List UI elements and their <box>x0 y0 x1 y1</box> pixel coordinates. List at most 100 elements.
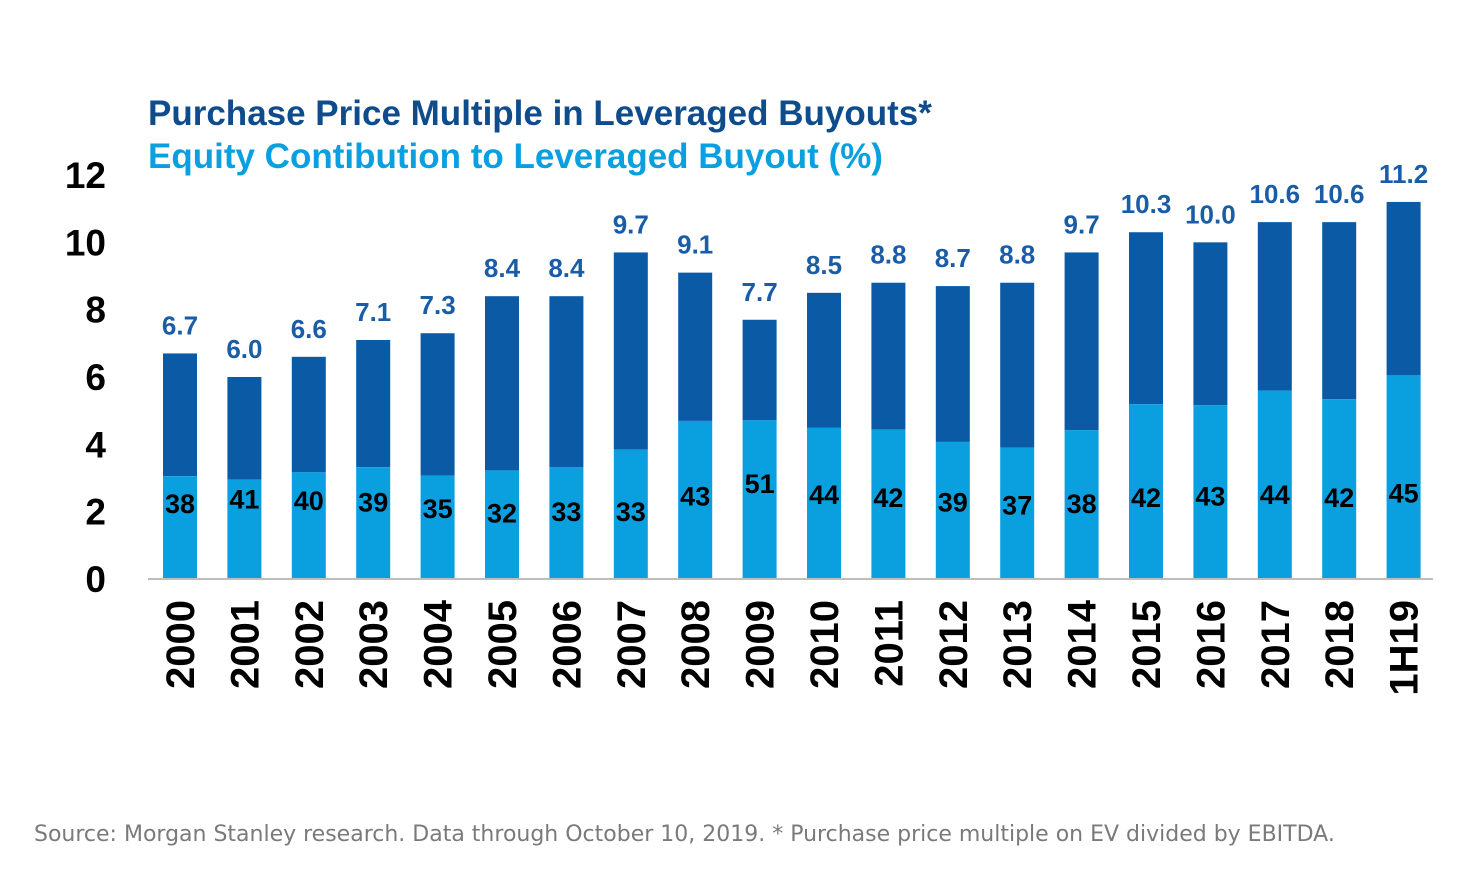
bar-multiple-1H19 <box>1386 201 1421 376</box>
x-tick-label: 2003 <box>352 600 396 689</box>
x-tick-label: 2001 <box>223 600 267 689</box>
multiple-value-label: 10.0 <box>1185 199 1236 229</box>
bar-equity-2011 <box>871 429 906 579</box>
y-tick-label: 8 <box>85 290 106 331</box>
bar-equity-2016 <box>1193 405 1228 579</box>
bar-multiple-2004 <box>420 333 455 476</box>
bar-multiple-2011 <box>871 282 906 430</box>
bar-multiple-2014 <box>1064 252 1099 431</box>
bar-multiple-2010 <box>807 292 841 428</box>
multiple-value-label: 6.0 <box>226 334 262 364</box>
equity-value-label: 44 <box>1260 480 1290 510</box>
equity-value-label: 38 <box>165 489 195 519</box>
x-tick-label: 2012 <box>932 600 976 689</box>
x-tick-label: 2005 <box>481 600 525 689</box>
equity-value-label: 43 <box>680 481 710 511</box>
y-tick-label: 12 <box>65 155 106 196</box>
x-tick-label: 2011 <box>867 600 911 687</box>
x-tick-label: 2010 <box>803 600 847 689</box>
y-tick-label: 6 <box>85 357 106 398</box>
equity-value-label: 51 <box>745 469 775 499</box>
bar-equity-2017 <box>1257 390 1292 579</box>
multiple-value-label: 11.2 <box>1379 159 1428 189</box>
bar-equity-2004 <box>420 475 455 579</box>
bar-equity-2000 <box>163 476 197 579</box>
x-axis: 2000 2001 2002 2003 2004 2005 2006 2007 2008 2009… <box>159 599 1427 695</box>
y-axis: 0 2 4 6 8 10 12 <box>65 155 107 600</box>
x-tick-label: 2002 <box>288 600 332 689</box>
bar-equity-2015 <box>1129 404 1163 579</box>
equity-value-label: 40 <box>294 486 324 516</box>
y-tick-label: 0 <box>85 559 106 600</box>
equity-value-label: 42 <box>873 483 903 513</box>
bar-multiple-2008 <box>678 272 713 421</box>
multiple-value-label: 9.7 <box>1064 209 1100 239</box>
multiple-value-label: 9.1 <box>677 230 713 260</box>
equity-value-label: 42 <box>1324 483 1354 513</box>
equity-value-label: 39 <box>938 488 968 518</box>
multiple-value-label: 8.7 <box>935 243 971 273</box>
equity-value-label: 32 <box>487 498 517 528</box>
bar-equity-2008 <box>678 420 713 579</box>
multiple-value-label: 8.4 <box>548 253 585 283</box>
x-tick-label: 2017 <box>1254 600 1298 689</box>
multiple-value-label: 8.4 <box>484 253 521 283</box>
bar-multiple-2017 <box>1257 222 1292 391</box>
y-tick-label: 2 <box>85 492 106 533</box>
multiple-value-label: 7.3 <box>420 290 456 320</box>
bar-equity-2002 <box>291 472 326 579</box>
bar-multiple-2018 <box>1322 222 1357 400</box>
x-tick-label: 2009 <box>739 600 783 689</box>
equity-value-label: 45 <box>1389 478 1419 508</box>
equity-value-label: 35 <box>423 494 453 524</box>
bar-multiple-2012 <box>935 286 970 442</box>
multiple-value-label: 8.8 <box>870 240 906 270</box>
chart-title: Purchase Price Multiple in Leveraged Buy… <box>148 94 932 133</box>
bar-multiple-2001 <box>227 377 262 480</box>
multiple-value-label: 10.6 <box>1314 179 1365 209</box>
bar-multiple-2016 <box>1193 242 1228 406</box>
bar-equity-2018 <box>1322 399 1357 579</box>
x-tick-label: 2000 <box>159 600 203 689</box>
equity-value-label: 39 <box>358 488 388 518</box>
bar-equity-2007 <box>613 449 648 579</box>
x-tick-label: 2015 <box>1125 600 1169 689</box>
bar-multiple-2002 <box>291 356 326 473</box>
x-tick-label: 2006 <box>545 600 589 689</box>
equity-value-label: 33 <box>551 497 581 527</box>
multiple-value-label: 7.1 <box>355 297 391 327</box>
bar-equity-2012 <box>935 441 970 579</box>
multiple-value-label: 8.8 <box>999 240 1035 270</box>
bar-equity-2001 <box>227 479 262 579</box>
equity-value-label: 43 <box>1195 481 1225 511</box>
equity-value-label: 42 <box>1131 483 1161 513</box>
bar-multiple-2006 <box>549 296 584 468</box>
x-tick-label: 2004 <box>417 599 461 689</box>
x-tick-label: 2013 <box>996 600 1040 689</box>
bar-multiple-2007 <box>613 252 648 450</box>
x-tick-label: 2016 <box>1189 600 1233 689</box>
x-tick-label: 2014 <box>1061 599 1105 689</box>
bar-equity-1H19 <box>1386 375 1421 579</box>
bar-multiple-2003 <box>356 339 391 468</box>
equity-value-label: 44 <box>809 480 839 510</box>
y-tick-label: 10 <box>65 222 106 263</box>
multiple-value-label: 10.3 <box>1121 189 1172 219</box>
x-tick-label: 2018 <box>1318 600 1362 689</box>
bar-equity-2013 <box>1000 447 1035 579</box>
bar-multiple-2013 <box>1000 282 1035 448</box>
bar-equity-2014 <box>1064 430 1099 579</box>
chart-subtitle: Equity Contibution to Leveraged Buyout (… <box>148 137 883 176</box>
bar-multiple-2000 <box>163 353 197 477</box>
equity-value-label: 33 <box>616 497 646 527</box>
bar-multiple-2009 <box>742 319 777 421</box>
bar-series-group: 6.7 38 6.0 41 6.6 40 7.1 39 7.3 35 8.4 32 8.4 33 9.7 33… <box>162 159 1428 579</box>
bar-equity-2010 <box>807 427 841 579</box>
bar-equity-2005 <box>485 470 519 579</box>
equity-value-label: 37 <box>1002 491 1032 521</box>
bar-multiple-2015 <box>1129 232 1163 405</box>
multiple-value-label: 10.6 <box>1249 179 1300 209</box>
bar-equity-2003 <box>356 467 391 579</box>
source-note: Source: Morgan Stanley research. Data th… <box>34 822 1335 847</box>
